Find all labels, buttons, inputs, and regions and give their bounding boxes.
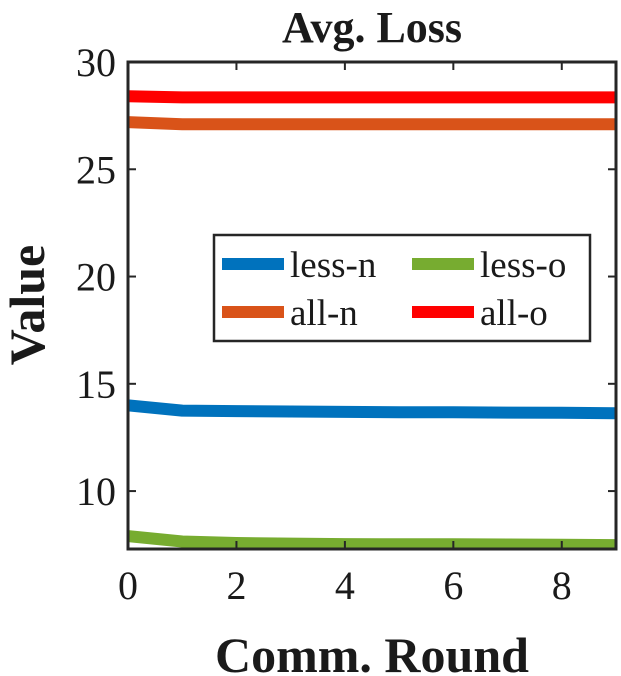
legend-label-all-n: all-n [290,293,358,334]
y-tick-label: 20 [76,255,116,300]
y-tick-label: 25 [76,147,116,192]
series-line-all-n [128,116,616,131]
y-tick-label: 15 [76,362,116,407]
series-layer [128,90,616,549]
legend-label-less-n: less-n [290,245,376,286]
legend-label-all-o: all-o [480,293,548,334]
plot-frame [126,60,618,551]
x-tick-label: 0 [118,563,138,608]
legend-label-less-o: less-o [480,245,566,286]
x-tick-label: 8 [552,563,572,608]
legend: less-n less-o all-n all-o [212,233,592,343]
y-tick-label: 10 [76,469,116,514]
y-axis-label: Value [0,245,55,365]
series-line-less-o [128,530,616,549]
x-tick-label: 6 [443,563,463,608]
x-tick-label: 2 [226,563,246,608]
x-tick-label: 4 [335,563,355,608]
series-line-less-n [128,399,616,420]
x-axis-label: Comm. Round [215,627,529,676]
chart-title: Avg. Loss [282,3,462,52]
series-line-all-o [128,90,616,104]
y-tick-label: 30 [76,40,116,85]
legend-box [212,233,592,343]
